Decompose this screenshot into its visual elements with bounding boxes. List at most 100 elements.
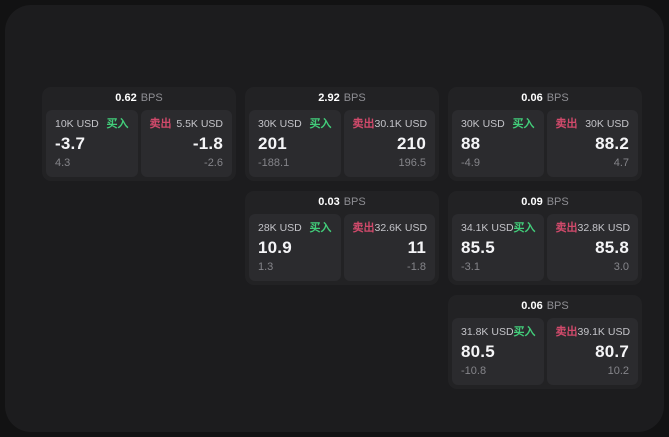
buy-amount: 31.8K USD [461,326,514,338]
quote-card-1: 0.62 BPS 10K USD 买入 -3.7 4.3 卖出 [42,87,236,181]
buy-price: 10.9 [258,237,292,257]
sell-label: 卖出 [352,118,375,130]
buy-label: 买入 [513,326,536,338]
buy-tile-header: 10K USD 买入 [55,118,129,130]
buy-tile-header: 30K USD 买入 [258,118,332,130]
sell-label: 卖出 [555,118,578,130]
spread-value: 0.62 [115,92,137,104]
sell-change: -1.8 [407,261,426,273]
quotes-panel: 0.62 BPS 10K USD 买入 -3.7 4.3 卖出 [5,5,664,432]
sell-tile-header: 卖出 5.5K USD [150,118,224,130]
spread-value: 2.92 [318,92,340,104]
buy-tile-header: 31.8K USD 买入 [461,326,536,338]
buy-price: 80.5 [461,341,495,361]
buy-amount: 10K USD [55,118,99,130]
spread-unit: BPS [546,196,569,208]
quote-card-grid: 0.62 BPS 10K USD 买入 -3.7 4.3 卖出 [42,87,642,389]
quote-body: 31.8K USD 买入 80.5 -10.8 卖出 39.1K USD 80.… [448,318,642,389]
spread-header: 2.92 BPS [245,87,439,110]
buy-change: -188.1 [258,157,290,169]
sell-quote-tile[interactable]: 卖出 32.6K USD 11 -1.8 [343,214,435,281]
buy-change: -4.9 [461,157,480,169]
buy-label: 买入 [309,118,332,130]
buy-tile-header: 34.1K USD 买入 [461,222,536,234]
sell-price: 88.2 [595,133,629,153]
quote-body: 28K USD 买入 10.9 1.3 卖出 32.6K USD 11 -1.8 [245,214,439,285]
sell-change: 3.0 [613,261,629,273]
quote-card-3: 0.06 BPS 30K USD 买入 88 -4.9 卖出 [448,87,642,181]
sell-change: 10.2 [607,365,629,377]
buy-quote-tile[interactable]: 31.8K USD 买入 80.5 -10.8 [452,318,544,385]
sell-amount: 30.1K USD [374,118,428,130]
sell-tile-header: 卖出 30K USD [556,118,630,130]
sell-quote-tile[interactable]: 卖出 30.1K USD 210 196.5 [343,110,435,177]
sell-amount: 32.8K USD [577,222,631,234]
sell-amount: 5.5K USD [176,118,223,130]
spread-header: 0.03 BPS [245,191,439,214]
sell-price: -1.8 [192,133,223,153]
buy-label: 买入 [512,118,535,130]
sell-label: 卖出 [555,326,578,338]
sell-tile-header: 卖出 39.1K USD [555,326,631,338]
buy-change: 1.3 [258,261,274,273]
sell-quote-tile[interactable]: 卖出 5.5K USD -1.8 -2.6 [140,110,232,177]
buy-change: 4.3 [55,157,71,169]
sell-quote-tile[interactable]: 卖出 39.1K USD 80.7 10.2 [546,318,638,385]
sell-label: 卖出 [352,222,375,234]
sell-quote-tile[interactable]: 卖出 32.8K USD 85.8 3.0 [546,214,638,281]
sell-price: 85.8 [595,237,629,257]
spread-header: 0.06 BPS [448,87,642,110]
spread-unit: BPS [343,92,366,104]
sell-price: 11 [407,237,426,257]
sell-price: 210 [397,133,426,153]
sell-amount: 39.1K USD [577,326,631,338]
buy-quote-tile[interactable]: 30K USD 买入 201 -188.1 [249,110,341,177]
buy-quote-tile[interactable]: 30K USD 买入 88 -4.9 [452,110,544,177]
sell-tile-header: 卖出 32.8K USD [555,222,631,234]
spread-value: 0.06 [521,300,543,312]
buy-label: 买入 [309,222,332,234]
spread-unit: BPS [343,196,366,208]
quote-body: 30K USD 买入 201 -188.1 卖出 30.1K USD 210 1… [245,110,439,181]
quote-body: 10K USD 买入 -3.7 4.3 卖出 5.5K USD -1.8 -2.… [42,110,236,181]
sell-amount: 32.6K USD [374,222,428,234]
spread-unit: BPS [546,92,569,104]
quote-card-5: 0.09 BPS 34.1K USD 买入 85.5 -3.1 卖出 [448,191,642,285]
buy-amount: 30K USD [258,118,302,130]
buy-tile-header: 30K USD 买入 [461,118,535,130]
buy-change: -3.1 [461,261,480,273]
sell-amount: 30K USD [585,118,629,130]
buy-price: 201 [258,133,287,153]
buy-quote-tile[interactable]: 28K USD 买入 10.9 1.3 [249,214,341,281]
spread-value: 0.09 [521,196,543,208]
sell-tile-header: 卖出 32.6K USD [352,222,428,234]
spread-unit: BPS [140,92,163,104]
buy-quote-tile[interactable]: 10K USD 买入 -3.7 4.3 [46,110,138,177]
buy-quote-tile[interactable]: 34.1K USD 买入 85.5 -3.1 [452,214,544,281]
quote-card-6: 0.06 BPS 31.8K USD 买入 80.5 -10.8 卖 [448,295,642,389]
spread-header: 0.62 BPS [42,87,236,110]
buy-price: -3.7 [55,133,86,153]
sell-tile-header: 卖出 30.1K USD [352,118,428,130]
spread-value: 0.03 [318,196,340,208]
buy-amount: 30K USD [461,118,505,130]
spread-header: 0.06 BPS [448,295,642,318]
spread-unit: BPS [546,300,569,312]
spread-header: 0.09 BPS [448,191,642,214]
sell-quote-tile[interactable]: 卖出 30K USD 88.2 4.7 [546,110,638,177]
buy-price: 85.5 [461,237,495,257]
buy-label: 买入 [106,118,129,130]
sell-label: 卖出 [555,222,578,234]
quote-card-4: 0.03 BPS 28K USD 买入 10.9 1.3 卖出 [245,191,439,285]
buy-price: 88 [461,133,481,153]
sell-change: -2.6 [204,157,223,169]
buy-change: -10.8 [461,365,487,377]
quote-card-2: 2.92 BPS 30K USD 买入 201 -188.1 卖出 [245,87,439,181]
buy-tile-header: 28K USD 买入 [258,222,332,234]
buy-amount: 28K USD [258,222,302,234]
sell-change: 196.5 [398,157,426,169]
buy-label: 买入 [513,222,536,234]
sell-price: 80.7 [595,341,629,361]
sell-change: 4.7 [613,157,629,169]
